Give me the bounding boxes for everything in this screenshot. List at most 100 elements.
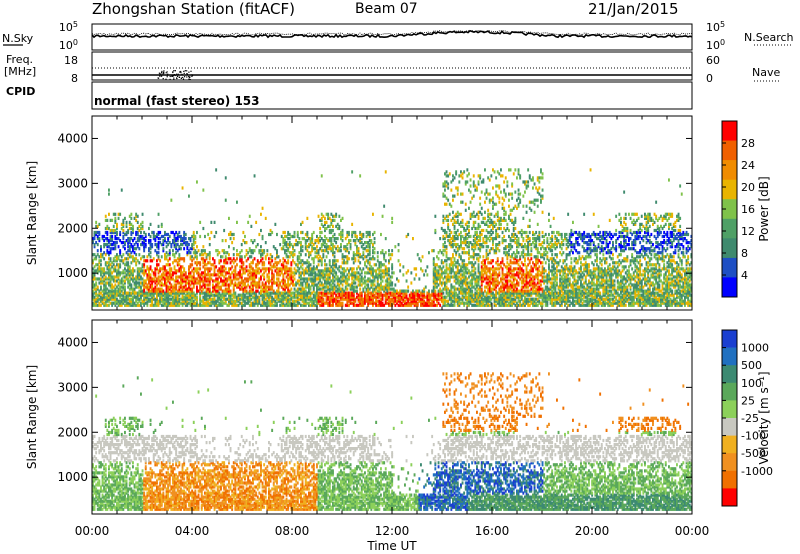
power-cell [156,253,158,257]
power-cell [172,241,174,245]
power-cell [480,206,483,210]
power-cell [132,269,134,273]
power-cell [116,285,118,289]
power-cell [226,303,229,307]
power-cell [226,261,229,265]
power-cell [199,301,202,305]
power-cell [132,249,134,253]
power-cell [148,281,150,285]
power-cell [253,295,256,299]
power-cell [144,269,147,273]
power-cell [280,293,283,297]
power-cell [256,303,259,307]
power-cell [189,275,192,279]
power-cell [180,239,182,243]
power-cell [220,271,222,275]
power-cell [210,303,213,307]
power-cell [215,289,218,293]
power-cell [141,241,144,245]
power-cell [119,291,122,295]
power-cell [277,295,280,299]
power-cell [445,170,448,174]
power-cell [335,241,338,245]
nsearch-tick-bottom: 100 [706,38,725,52]
power-cell [135,285,138,289]
power-cell [304,241,307,245]
power-cell [266,253,269,257]
power-cell [138,303,141,307]
power-cell [167,289,170,293]
power-cell [192,237,195,241]
power-cell [264,267,267,271]
power-cell [397,279,400,283]
power-cell [132,224,134,228]
power-cell [127,253,130,257]
power-cell [263,297,266,301]
nave-dip-point [169,78,171,80]
power-cell [293,303,296,307]
power-cell [306,245,309,249]
power-cell [269,257,272,261]
power-cell [456,259,459,263]
power-cell [160,283,163,287]
power-cell [335,212,338,216]
power-cell [276,277,278,281]
power-cell [202,297,205,301]
power-cell [140,234,142,239]
power-cell [221,267,224,271]
power-cell [266,289,269,293]
nave-dip-point [174,74,176,77]
power-cell [135,214,138,218]
power-cell [191,243,194,247]
power-cell [124,241,126,245]
power-cell [298,283,301,287]
power-cell [220,295,222,299]
power-cell [125,269,128,273]
power-cell [242,261,245,265]
power-cell [98,291,101,295]
power-cell [280,234,283,239]
power-cell [160,267,163,271]
power-cell [199,291,202,295]
power-cell [200,303,203,307]
power-cell [453,194,456,198]
power-cell [277,297,280,301]
power-cell [157,212,160,216]
power-cell [368,230,371,235]
power-cell [263,267,266,271]
cpid-label: CPID [6,85,36,98]
power-cell [269,261,272,265]
power-cell [156,232,158,237]
power-cell [263,277,266,281]
power-cell [274,222,277,226]
power-cell [127,291,130,295]
power-cell [485,249,488,253]
power-cell [149,289,152,293]
power-cell [232,299,235,303]
power-cell [452,198,454,202]
power-cell [274,295,277,299]
power-cell [216,285,219,289]
power-cell [304,232,307,237]
power-cell [220,255,222,259]
power-cell [388,249,390,253]
power-cell [213,299,216,303]
power-cell [114,237,117,241]
power-cell [92,275,94,279]
power-cell [218,303,221,307]
nave-dip-point [161,74,163,76]
power-cell [159,269,162,273]
power-cell [276,232,278,237]
power-cell [101,301,104,305]
power-cell [151,295,154,299]
power-cell [140,289,142,293]
power-cell [146,285,149,289]
power-cell [133,283,136,287]
power-cell [244,267,246,271]
power-cell [128,293,131,297]
power-cell [183,232,186,237]
power-cell [162,241,165,245]
power-cell [132,277,134,281]
power-cell [263,303,266,307]
power-cell [252,269,254,273]
